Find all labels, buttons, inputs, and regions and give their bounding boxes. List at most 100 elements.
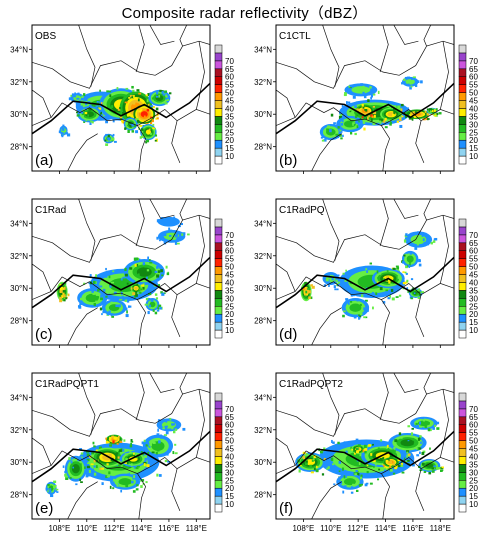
map-frame [275,372,455,520]
echo-speckle [352,122,355,124]
province-border [276,214,454,263]
echo-speckle [79,448,83,451]
echo-speckle [160,269,163,273]
colorbar-tick-label: 35 [469,112,478,121]
echo-speckle [48,490,52,493]
echo-speckle [366,116,369,120]
echo-speckle [353,452,356,455]
echo-speckle [74,92,76,95]
colorbar-tick-label: 55 [469,81,478,90]
echo-speckle [148,128,151,131]
echo-speckle [98,446,102,450]
echo-speckle [352,123,354,126]
echo-speckle [395,265,399,268]
echo-speckle [315,469,319,473]
panel-svg: 28°N 30°N 32°N 34°N C1RadPQ (d) 10152025303540… [254,198,478,348]
province-border [32,214,210,263]
echo-speckle [130,463,133,467]
echo-speckle [121,112,125,115]
echo-speckle [87,114,90,117]
echo-speckle [392,472,396,475]
echo-speckle [155,107,159,111]
colorbar-box [458,124,467,133]
echo-speckle [428,422,430,425]
colorbar-tick-label: 45 [469,97,478,106]
echo-speckle [399,124,403,128]
colorbar-box [458,139,467,149]
echo-speckle [383,464,386,467]
echo-speckle [343,441,347,445]
echo-speckle [336,288,339,291]
echo-speckle [430,241,433,245]
echo-speckle [152,309,155,312]
echo-speckle [350,491,354,494]
echo-speckle [100,102,103,105]
echo-speckle [81,95,84,99]
echo-speckle [133,467,137,469]
x-tick-label: 116°E [402,524,423,533]
echo-speckle [358,314,361,317]
echo-speckle [139,136,142,139]
echo-speckle [131,123,135,127]
echo-speckle [144,454,148,458]
echo-speckle [81,113,84,116]
province-border [149,373,175,393]
colorbar-tick-label: 65 [469,413,478,422]
echo-speckle [401,115,404,118]
echo-speckle [320,136,324,139]
province-border [393,373,419,393]
echo-speckle [162,217,166,220]
echo-speckle [68,457,71,461]
echo-speckle [158,440,161,444]
colorbar-tick-label: 15 [225,318,234,327]
echo-speckle [437,467,441,470]
colorbar-box [458,84,467,93]
echo-speckle [93,445,96,448]
echo-speckle [432,426,435,430]
echo-speckle [62,133,65,136]
echo-speckle [389,463,392,466]
echo-speckle [311,459,314,462]
colorbar-box [214,124,223,133]
echo-speckle [393,110,396,114]
echo-speckle [124,307,128,311]
echo-speckle [156,117,159,120]
colorbar-box [458,52,467,62]
echo-speckle [423,471,427,473]
echo-speckle [393,446,396,450]
colorbar-box [458,432,467,441]
echo-speckle [157,419,161,422]
echo-speckle [405,460,408,463]
echo-speckle [140,288,143,291]
province-border [67,481,98,519]
echo-speckle [124,101,128,104]
echo-speckle [323,284,326,287]
echo-speckle [133,257,137,261]
echo-speckle [63,299,66,302]
panel-label: OBS [35,31,56,42]
echo-speckle [336,274,340,277]
colorbar-box [458,306,467,315]
echo-speckle [366,270,369,273]
y-tick-label: 28°N [254,143,272,152]
echo-speckle [130,287,133,290]
echo-speckle [111,105,114,109]
echo-speckle [102,311,105,314]
echo-speckle [404,258,407,261]
echo-speckle [138,92,142,95]
echo-speckle [418,437,421,440]
province-border [276,388,454,437]
echo-speckle [165,265,168,269]
echo-speckle [350,486,354,489]
echo-speckle [350,294,354,297]
echo-speckle [168,227,171,231]
map-frame [275,198,455,346]
echo-speckle [101,467,105,470]
echo-speckle [417,231,421,234]
echo-speckle [173,216,176,220]
province-border [311,307,342,345]
echo-speckle [385,466,389,469]
colorbar-box [214,92,223,101]
colorbar-tick-label: 55 [469,429,478,438]
province-border [276,89,296,118]
